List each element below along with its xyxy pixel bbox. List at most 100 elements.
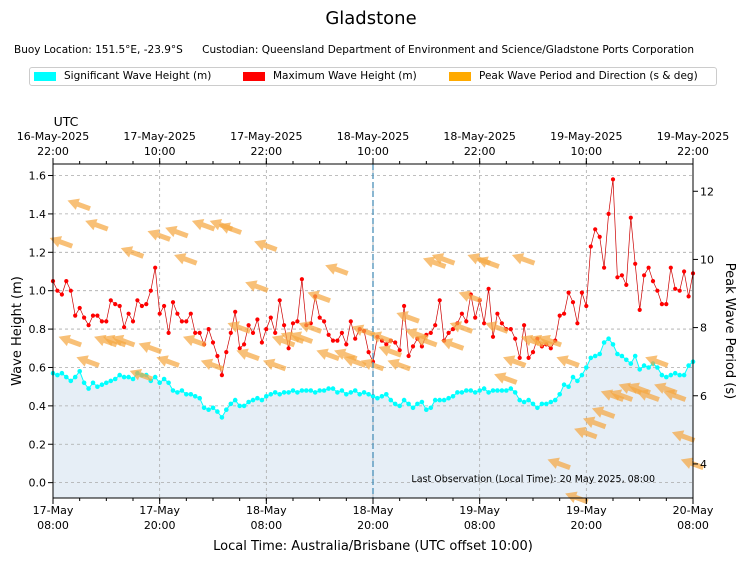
y2-tick-label: 8 [700, 322, 707, 335]
period-direction-arrow [547, 457, 571, 471]
x2-tick-label-time: 22:00 [37, 145, 69, 158]
period-direction-arrow [271, 334, 296, 348]
hmax-point [95, 313, 100, 318]
hmax-point [490, 334, 496, 339]
x-tick-label-date: 18-May [246, 504, 287, 517]
hsig-point [126, 374, 131, 380]
period-direction-arrow [449, 321, 474, 334]
hmax-point [130, 319, 136, 324]
hmax-point [437, 298, 442, 303]
x2-tick-label-date: 18-May-2025 [443, 130, 515, 143]
period-direction-arrow [414, 334, 438, 348]
period-direction-arrow [680, 457, 705, 471]
period-direction-arrow [262, 358, 287, 372]
period-direction-arrow [485, 321, 509, 334]
hmax-point [197, 330, 202, 335]
hmax-point [459, 311, 464, 316]
hmax-point [686, 294, 691, 299]
hmax-point [170, 300, 176, 305]
hmax-point [402, 303, 407, 309]
hsig-point [659, 372, 665, 378]
hmax-point [228, 330, 233, 335]
hsig-point [606, 336, 611, 342]
hmax-point [482, 321, 487, 326]
hmax-point [433, 323, 438, 328]
hsig-point [428, 405, 434, 411]
hmax-point [348, 319, 353, 324]
hsig-point [286, 390, 291, 395]
hsig-point [219, 415, 225, 420]
legend-item-hmax: Maximum Wave Height (m) [243, 70, 417, 82]
hmax-point [446, 330, 451, 335]
hmax-point [122, 325, 127, 330]
x-tick-label-date: 19-May [459, 504, 500, 517]
hmax-point [59, 292, 64, 297]
hsig-point [206, 407, 211, 413]
hmax-point [499, 321, 504, 326]
period-direction-arrow [67, 198, 91, 212]
period-direction-arrow [182, 334, 207, 348]
period-direction-arrow [574, 426, 598, 440]
period-direction-arrow [254, 239, 278, 252]
hsig-point [468, 388, 474, 393]
chart-subtitle: Buoy Location: 151.5°E, -23.9°S Custodia… [14, 44, 694, 56]
hmax-point [384, 342, 389, 347]
x-tick-label-date: 18-May [353, 504, 394, 517]
hmax-point [650, 279, 656, 284]
x-tick-label-date: 17-May [33, 504, 74, 517]
x2-tick-label-time: 10:00 [570, 145, 602, 158]
hsig-point [72, 374, 78, 380]
x-axis-label: Local Time: Australia/Brisbane (UTC offs… [213, 539, 533, 554]
hmax-point [277, 298, 282, 303]
period-direction-arrow [511, 253, 536, 266]
hsig-point [477, 388, 483, 393]
hsig-point [570, 374, 576, 380]
hsig-point [575, 378, 580, 384]
hmax-point [410, 344, 416, 349]
y-tick-label: 0.6 [29, 361, 47, 374]
hsig-point [370, 394, 376, 399]
hsig-point [352, 388, 358, 393]
hmax-point [393, 340, 398, 345]
hsig-point [108, 378, 114, 384]
hsig-point [552, 397, 558, 403]
hsig-point [415, 401, 420, 407]
hsig-point [237, 403, 242, 409]
y-axis-label: Wave Height (m) [10, 276, 25, 386]
hmax-point [668, 265, 673, 270]
period-direction-arrow [556, 355, 580, 368]
hmax-point [584, 303, 589, 309]
hmax-point [566, 290, 571, 295]
y2-tick-label: 12 [700, 185, 714, 198]
y-tick-label: 0.0 [29, 477, 47, 490]
legend-item-period: Peak Wave Period and Direction (s & deg) [449, 70, 698, 82]
period-direction-arrow [245, 280, 269, 293]
hmax-point [326, 332, 331, 337]
last-observation-note: Last Observation (Local Time): 20 May 20… [411, 474, 655, 485]
hsig-point [361, 390, 367, 395]
hsig-point [521, 399, 527, 405]
hmax-point [55, 288, 60, 293]
period-direction-arrow [218, 222, 242, 235]
period-direction-arrow [431, 253, 456, 266]
hmax-point [255, 317, 260, 322]
hsig-point [450, 394, 456, 399]
hsig-point [410, 405, 416, 411]
x2-tick-label-time: 10:00 [144, 145, 176, 158]
hmax-point [210, 340, 216, 345]
hmax-point [77, 305, 82, 311]
hsig-point [441, 397, 447, 403]
hsig-point [384, 392, 389, 397]
hsig-point [104, 380, 109, 386]
hsig-point [455, 390, 460, 395]
hmax-point [264, 327, 269, 332]
hsig-point [259, 397, 265, 403]
period-direction-arrow [58, 334, 82, 348]
hsig-point [432, 397, 438, 403]
hsig-point [228, 401, 234, 407]
hmax-point [99, 319, 104, 324]
hmax-point [268, 315, 273, 320]
hmax-point [562, 311, 567, 316]
hsig-point [472, 390, 478, 395]
